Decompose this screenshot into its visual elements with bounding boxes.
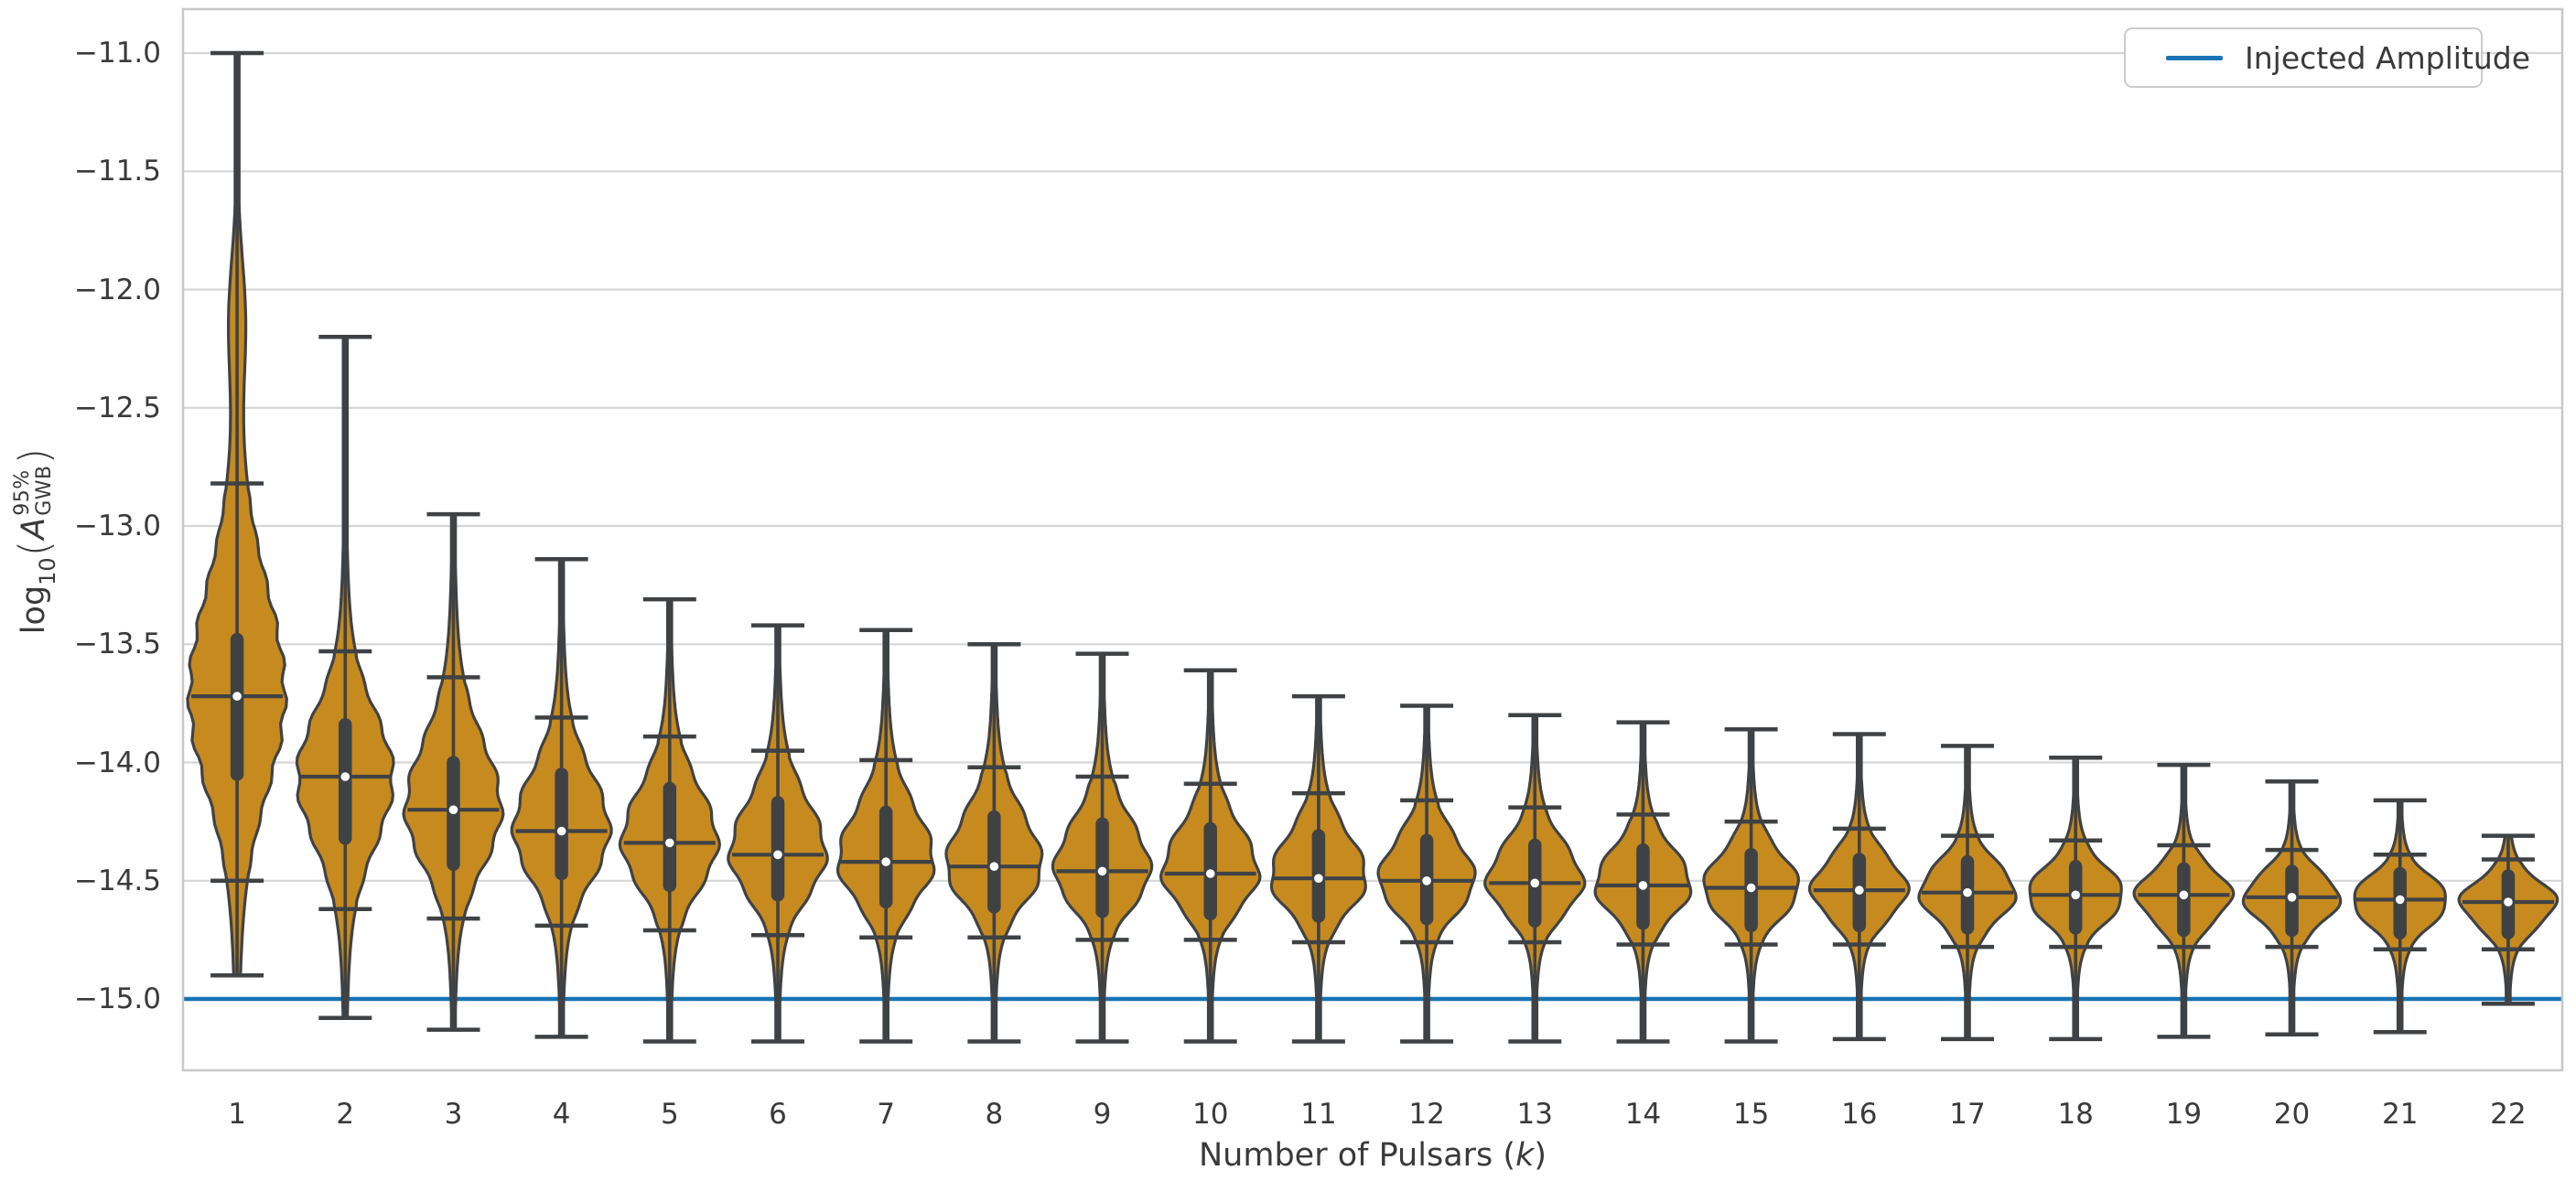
y-tick-label: −14.0 <box>74 746 161 779</box>
y-title-variable: A <box>16 517 52 540</box>
x-tick-label: 3 <box>444 1098 463 1131</box>
x-tick-label: 20 <box>2273 1098 2311 1131</box>
x-tick-label: 16 <box>1841 1098 1878 1131</box>
x-axis-title: Number of Pulsars (k) <box>1098 1134 1647 1176</box>
y-title-func: log <box>16 585 52 635</box>
y-title-superscript: 95% <box>11 469 35 516</box>
legend-label: Injected Amplitude <box>2245 39 2531 76</box>
x-tick-label: 8 <box>985 1098 1004 1131</box>
x-tick-label: 11 <box>1300 1098 1337 1131</box>
x-tick-label: 10 <box>1191 1098 1229 1131</box>
y-tick-label: −13.0 <box>74 510 161 542</box>
median-dot-13 <box>1530 878 1540 888</box>
x-tick-label: 12 <box>1408 1098 1445 1131</box>
y-tick-label: −11.0 <box>74 37 161 70</box>
median-dot-10 <box>1205 869 1215 878</box>
y-axis-title: log 10(A 95% GWB) <box>5 447 62 634</box>
median-dot-20 <box>2287 893 2297 902</box>
median-dot-18 <box>2071 890 2080 900</box>
y-title-scripts: 95% GWB <box>11 465 56 516</box>
y-title-base: 10 <box>35 557 60 585</box>
y-title-open-paren: ( <box>9 540 59 557</box>
y-title-close-paren: ) <box>9 447 59 465</box>
x-tick-label: 18 <box>2057 1098 2094 1131</box>
legend: Injected Amplitude <box>2124 27 2530 88</box>
x-tick-label: 19 <box>2165 1098 2203 1131</box>
x-title-prefix: Number of Pulsars ( <box>1198 1137 1516 1174</box>
x-tick-label: 4 <box>552 1098 571 1131</box>
y-tick-label: −13.5 <box>74 628 161 661</box>
median-dot-7 <box>881 857 890 866</box>
median-dot-19 <box>2179 890 2189 900</box>
axes-spines <box>181 7 2564 1072</box>
median-dot-8 <box>989 862 999 871</box>
x-tick-label: 13 <box>1516 1098 1553 1131</box>
median-dot-16 <box>1855 886 1864 895</box>
y-tick-label: −14.5 <box>74 864 161 897</box>
x-tick-label: 5 <box>660 1098 679 1131</box>
median-dot-21 <box>2395 895 2405 905</box>
y-tick-label: −12.5 <box>74 391 161 424</box>
median-dot-9 <box>1097 866 1107 876</box>
median-dot-3 <box>448 805 458 814</box>
x-tick-label: 1 <box>228 1098 246 1131</box>
y-tick-label: −12.0 <box>74 273 161 306</box>
median-dot-11 <box>1314 874 1323 883</box>
y-title-subscript: GWB <box>33 465 56 516</box>
x-title-suffix: ) <box>1534 1137 1547 1174</box>
y-tick-label: −15.0 <box>74 982 161 1015</box>
x-tick-label: 14 <box>1624 1098 1662 1131</box>
median-dot-15 <box>1746 883 1756 893</box>
median-dot-17 <box>1963 887 1972 897</box>
x-title-variable: k <box>1515 1137 1535 1174</box>
y-tick-label: −11.5 <box>74 155 161 188</box>
median-dot-22 <box>2504 897 2513 907</box>
median-dot-12 <box>1422 876 1431 886</box>
x-tick-label: 2 <box>336 1098 355 1131</box>
legend-line-swatch <box>2166 55 2223 60</box>
x-tick-label: 21 <box>2381 1098 2419 1131</box>
median-dot-4 <box>556 826 566 836</box>
median-dot-6 <box>773 850 782 860</box>
x-tick-label: 9 <box>1093 1098 1112 1131</box>
x-tick-label: 15 <box>1732 1098 1770 1131</box>
median-dot-14 <box>1638 881 1648 890</box>
x-tick-label: 6 <box>769 1098 787 1131</box>
x-tick-label: 17 <box>1949 1098 1986 1131</box>
median-dot-2 <box>340 772 350 781</box>
median-dot-5 <box>665 838 674 848</box>
x-tick-label: 22 <box>2490 1098 2527 1131</box>
x-tick-label: 7 <box>877 1098 896 1131</box>
median-dot-1 <box>232 692 242 701</box>
